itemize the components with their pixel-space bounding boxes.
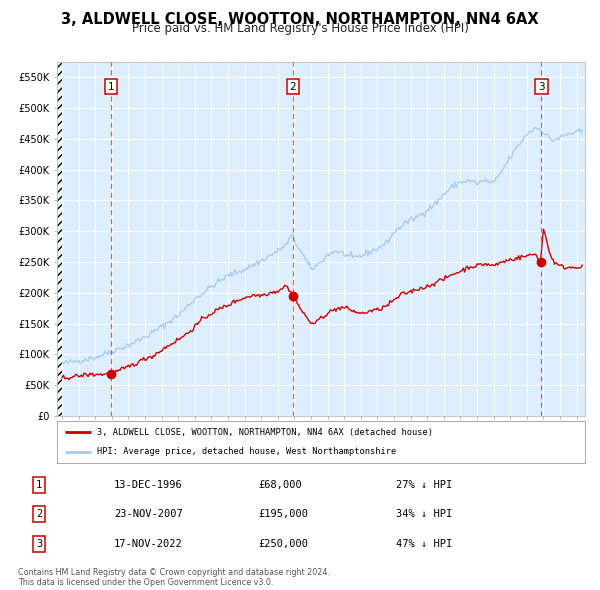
Text: 3: 3 <box>538 81 545 91</box>
Text: 1: 1 <box>108 81 115 91</box>
Text: 3: 3 <box>36 539 42 549</box>
Text: £250,000: £250,000 <box>258 539 308 549</box>
Text: 3, ALDWELL CLOSE, WOOTTON, NORTHAMPTON, NN4 6AX: 3, ALDWELL CLOSE, WOOTTON, NORTHAMPTON, … <box>61 12 539 27</box>
Text: £195,000: £195,000 <box>258 509 308 519</box>
Text: 17-NOV-2022: 17-NOV-2022 <box>114 539 183 549</box>
Text: 2: 2 <box>289 81 296 91</box>
Text: 2: 2 <box>36 509 42 519</box>
Text: Price paid vs. HM Land Registry's House Price Index (HPI): Price paid vs. HM Land Registry's House … <box>131 22 469 35</box>
Text: 13-DEC-1996: 13-DEC-1996 <box>114 480 183 490</box>
Text: 47% ↓ HPI: 47% ↓ HPI <box>396 539 452 549</box>
Text: HPI: Average price, detached house, West Northamptonshire: HPI: Average price, detached house, West… <box>97 447 396 456</box>
Text: 27% ↓ HPI: 27% ↓ HPI <box>396 480 452 490</box>
Text: £68,000: £68,000 <box>258 480 302 490</box>
Text: 3, ALDWELL CLOSE, WOOTTON, NORTHAMPTON, NN4 6AX (detached house): 3, ALDWELL CLOSE, WOOTTON, NORTHAMPTON, … <box>97 428 433 437</box>
Text: 1: 1 <box>36 480 42 490</box>
Text: 34% ↓ HPI: 34% ↓ HPI <box>396 509 452 519</box>
Text: 23-NOV-2007: 23-NOV-2007 <box>114 509 183 519</box>
Text: Contains HM Land Registry data © Crown copyright and database right 2024.
This d: Contains HM Land Registry data © Crown c… <box>18 568 330 587</box>
